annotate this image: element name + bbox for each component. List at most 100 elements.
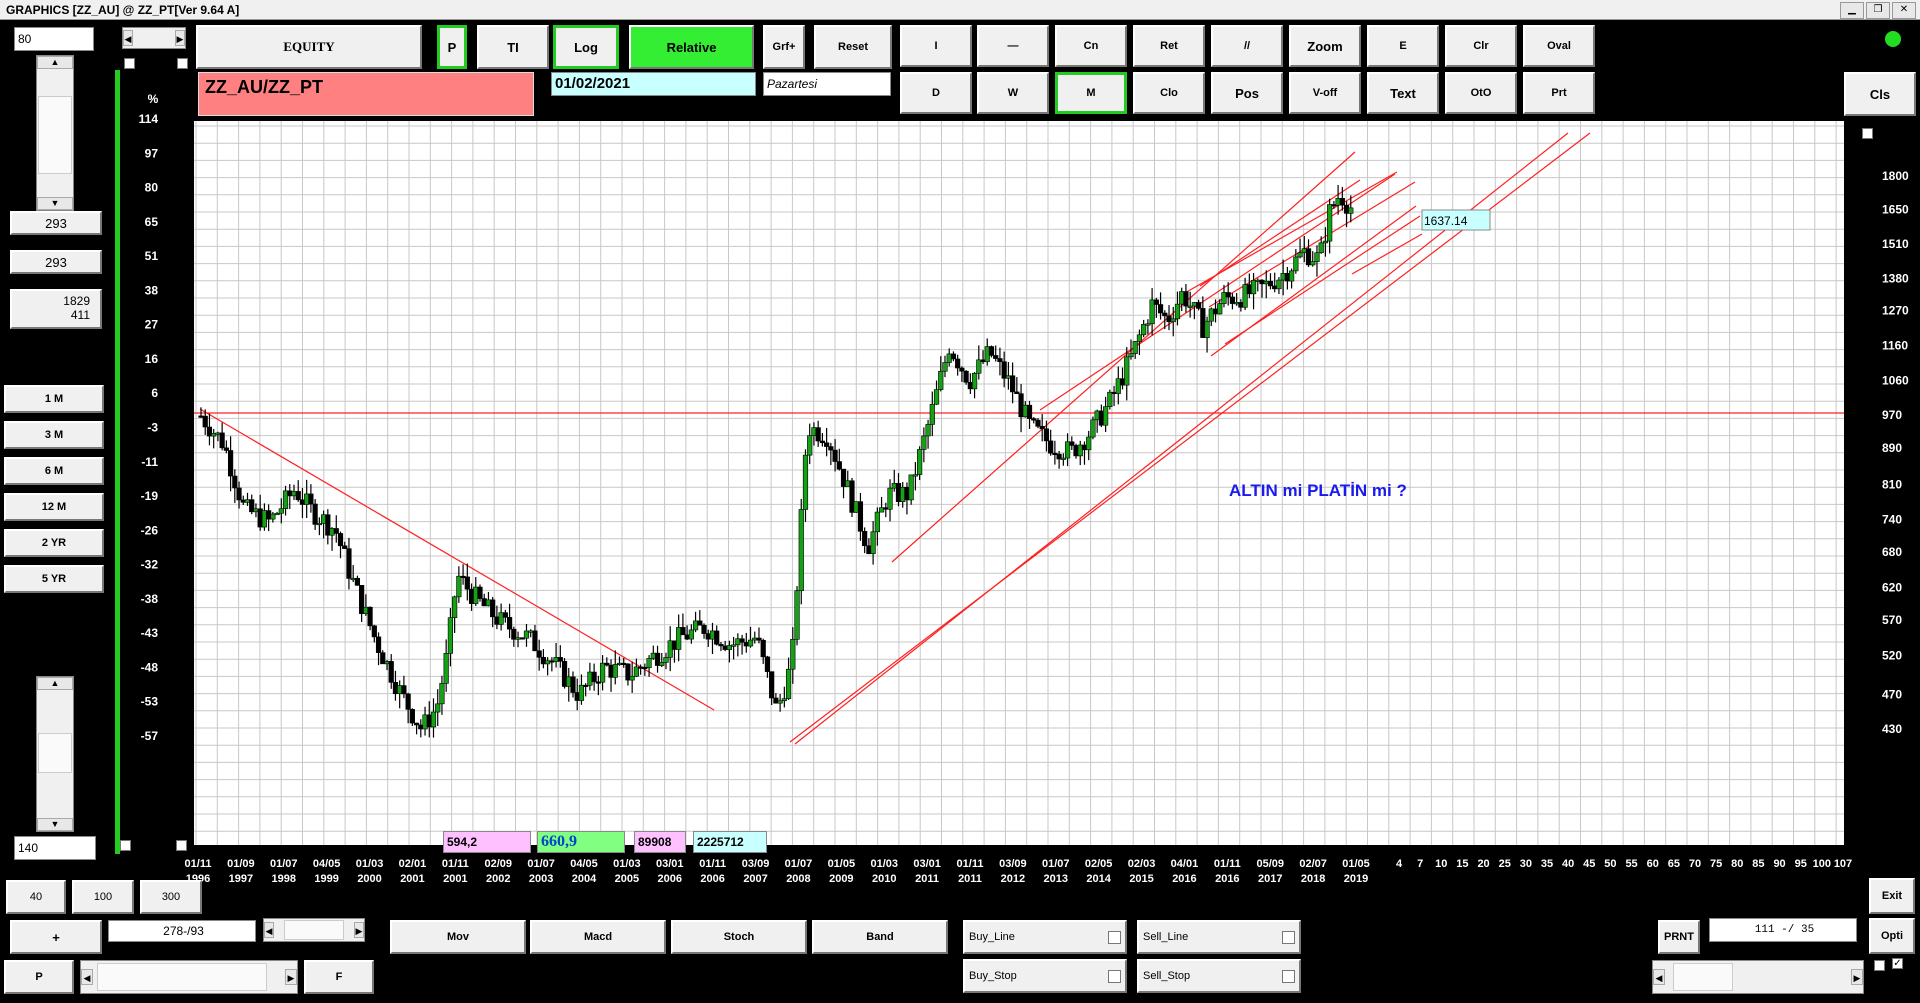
- tool-row2-button-0[interactable]: D: [900, 72, 972, 114]
- scroll-down-icon[interactable]: ▼: [37, 818, 73, 831]
- buy-line-checkbox[interactable]: [1108, 930, 1121, 944]
- reset-button[interactable]: Reset: [814, 25, 892, 69]
- scroll-thumb[interactable]: [1673, 963, 1733, 991]
- right-axis-tick: 680: [1882, 545, 1902, 559]
- exit-button[interactable]: Exit: [1869, 878, 1915, 914]
- mov-button[interactable]: Mov: [390, 920, 526, 954]
- checkbox-top-left[interactable]: [124, 58, 135, 69]
- scroll-left-icon[interactable]: ◀: [1653, 969, 1665, 985]
- top-value-input[interactable]: 80: [14, 27, 94, 51]
- scroll-left-icon[interactable]: ◀: [81, 969, 93, 985]
- btn-100[interactable]: 100: [72, 880, 134, 914]
- range-scrollbar[interactable]: ◀ ▶: [263, 918, 365, 942]
- scroll-down-icon[interactable]: ▼: [37, 197, 73, 210]
- minimize-icon[interactable]: ▁: [1840, 2, 1864, 19]
- scroll-up-icon[interactable]: ▲: [37, 677, 73, 690]
- opti-button[interactable]: Opti: [1869, 918, 1915, 954]
- tool-row1-button-3[interactable]: Ret: [1133, 25, 1205, 67]
- scroll-left-icon[interactable]: ◀: [123, 30, 133, 46]
- period-2yr-button[interactable]: 2 YR: [4, 529, 104, 557]
- tool-row1-button-4[interactable]: //: [1211, 25, 1283, 67]
- sell-line-checkbox[interactable]: [1282, 930, 1295, 944]
- candle-body: [756, 637, 762, 641]
- candle-body: [840, 468, 847, 487]
- buy-line-toggle[interactable]: Buy_Line: [963, 920, 1127, 954]
- tool-row1-button-5[interactable]: Zoom: [1289, 25, 1361, 67]
- scroll-right-icon[interactable]: ▶: [354, 922, 364, 938]
- scroll-right-icon[interactable]: ▶: [1851, 969, 1863, 985]
- restore-icon[interactable]: ❐: [1866, 2, 1890, 19]
- scroll-up-icon[interactable]: ▲: [37, 56, 73, 69]
- buy-stop-toggle[interactable]: Buy_Stop: [963, 959, 1127, 993]
- tool-row1-button-6[interactable]: E: [1367, 25, 1439, 67]
- scroll-right-icon[interactable]: ▶: [285, 969, 297, 985]
- candle-body: [1035, 419, 1041, 427]
- candle-body: [959, 367, 965, 372]
- sell-stop-toggle[interactable]: Sell_Stop: [1137, 959, 1301, 993]
- candle-body: [1327, 204, 1333, 242]
- close-icon[interactable]: ✕: [1892, 2, 1916, 19]
- checkbox-br-1[interactable]: [1874, 960, 1885, 971]
- checkbox-br-2[interactable]: ✓: [1892, 958, 1903, 969]
- grf-plus-button[interactable]: Grf+: [763, 25, 805, 69]
- range-field[interactable]: 278-/93: [108, 920, 256, 942]
- prnt-button[interactable]: PRNT: [1658, 920, 1700, 954]
- tool-row1-button-8[interactable]: Oval: [1523, 25, 1595, 67]
- tool-row1-button-2[interactable]: Cn: [1055, 25, 1127, 67]
- checkbox-right-top[interactable]: [1862, 128, 1873, 139]
- tool-row1-button-1[interactable]: —: [977, 25, 1049, 67]
- checkbox-top-right[interactable]: [177, 58, 188, 69]
- x-axis-ext-tick: 10: [1435, 858, 1447, 870]
- tool-row1-button-0[interactable]: I: [900, 25, 972, 67]
- sell-stop-checkbox[interactable]: [1282, 969, 1295, 983]
- tool-row2-button-4[interactable]: Pos: [1211, 72, 1283, 114]
- candle-body: [578, 684, 585, 701]
- cls-button[interactable]: Cls: [1844, 72, 1916, 116]
- bottom-value-input[interactable]: 140: [14, 836, 96, 860]
- left-bottom-scrollbar[interactable]: ▲ ▼: [36, 676, 74, 832]
- period-6m-button[interactable]: 6 M: [4, 457, 104, 485]
- ti-button[interactable]: TI: [477, 25, 549, 69]
- tool-row1-button-7[interactable]: Clr: [1445, 25, 1517, 67]
- period-1m-button[interactable]: 1 M: [4, 385, 104, 413]
- period-12m-button[interactable]: 12 M: [4, 493, 104, 521]
- tool-row2-button-6[interactable]: Text: [1367, 72, 1439, 114]
- p-button[interactable]: P: [437, 25, 467, 69]
- candle-body: [515, 637, 521, 640]
- scroll-thumb[interactable]: [38, 733, 72, 773]
- scroll-thumb[interactable]: [97, 963, 267, 991]
- relative-button[interactable]: Relative: [629, 25, 754, 69]
- bottom-scrollbar[interactable]: ◀ ▶: [80, 960, 298, 994]
- checkbox-bottom-right[interactable]: [176, 840, 187, 851]
- equity-button[interactable]: EQUITY: [196, 25, 422, 69]
- tool-row2-button-3[interactable]: Clo: [1133, 72, 1205, 114]
- right-bottom-scrollbar[interactable]: ◀ ▶: [1652, 960, 1864, 994]
- top-mini-scrollbar[interactable]: ◀ ▶: [122, 27, 186, 49]
- band-button[interactable]: Band: [812, 920, 948, 954]
- btn-300[interactable]: 300: [140, 880, 202, 914]
- scroll-right-icon[interactable]: ▶: [175, 30, 185, 46]
- scroll-left-icon[interactable]: ◀: [264, 922, 274, 938]
- btn-40[interactable]: 40: [6, 880, 66, 914]
- checkbox-bottom-left[interactable]: [120, 840, 131, 851]
- left-top-scrollbar[interactable]: ▲ ▼: [36, 55, 74, 211]
- right-axis-tick: 1510: [1882, 237, 1909, 251]
- tool-row2-button-8[interactable]: Prt: [1523, 72, 1595, 114]
- tool-row2-button-2[interactable]: M: [1055, 72, 1127, 114]
- p-bottom-button[interactable]: P: [4, 960, 74, 994]
- f-button[interactable]: F: [304, 960, 374, 994]
- plus-button[interactable]: +: [10, 920, 102, 954]
- x-axis-ext-tick: 45: [1583, 858, 1595, 870]
- period-3m-button[interactable]: 3 M: [4, 421, 104, 449]
- tool-row2-button-7[interactable]: OtO: [1445, 72, 1517, 114]
- tool-row2-button-1[interactable]: W: [977, 72, 1049, 114]
- log-button[interactable]: Log: [553, 25, 619, 69]
- period-5yr-button[interactable]: 5 YR: [4, 565, 104, 593]
- tool-row2-button-5[interactable]: V-off: [1289, 72, 1361, 114]
- scroll-thumb[interactable]: [284, 920, 344, 940]
- stoch-button[interactable]: Stoch: [671, 920, 807, 954]
- scroll-thumb[interactable]: [38, 96, 72, 174]
- macd-button[interactable]: Macd: [530, 920, 666, 954]
- buy-stop-checkbox[interactable]: [1108, 969, 1121, 983]
- sell-line-toggle[interactable]: Sell_Line: [1137, 920, 1301, 954]
